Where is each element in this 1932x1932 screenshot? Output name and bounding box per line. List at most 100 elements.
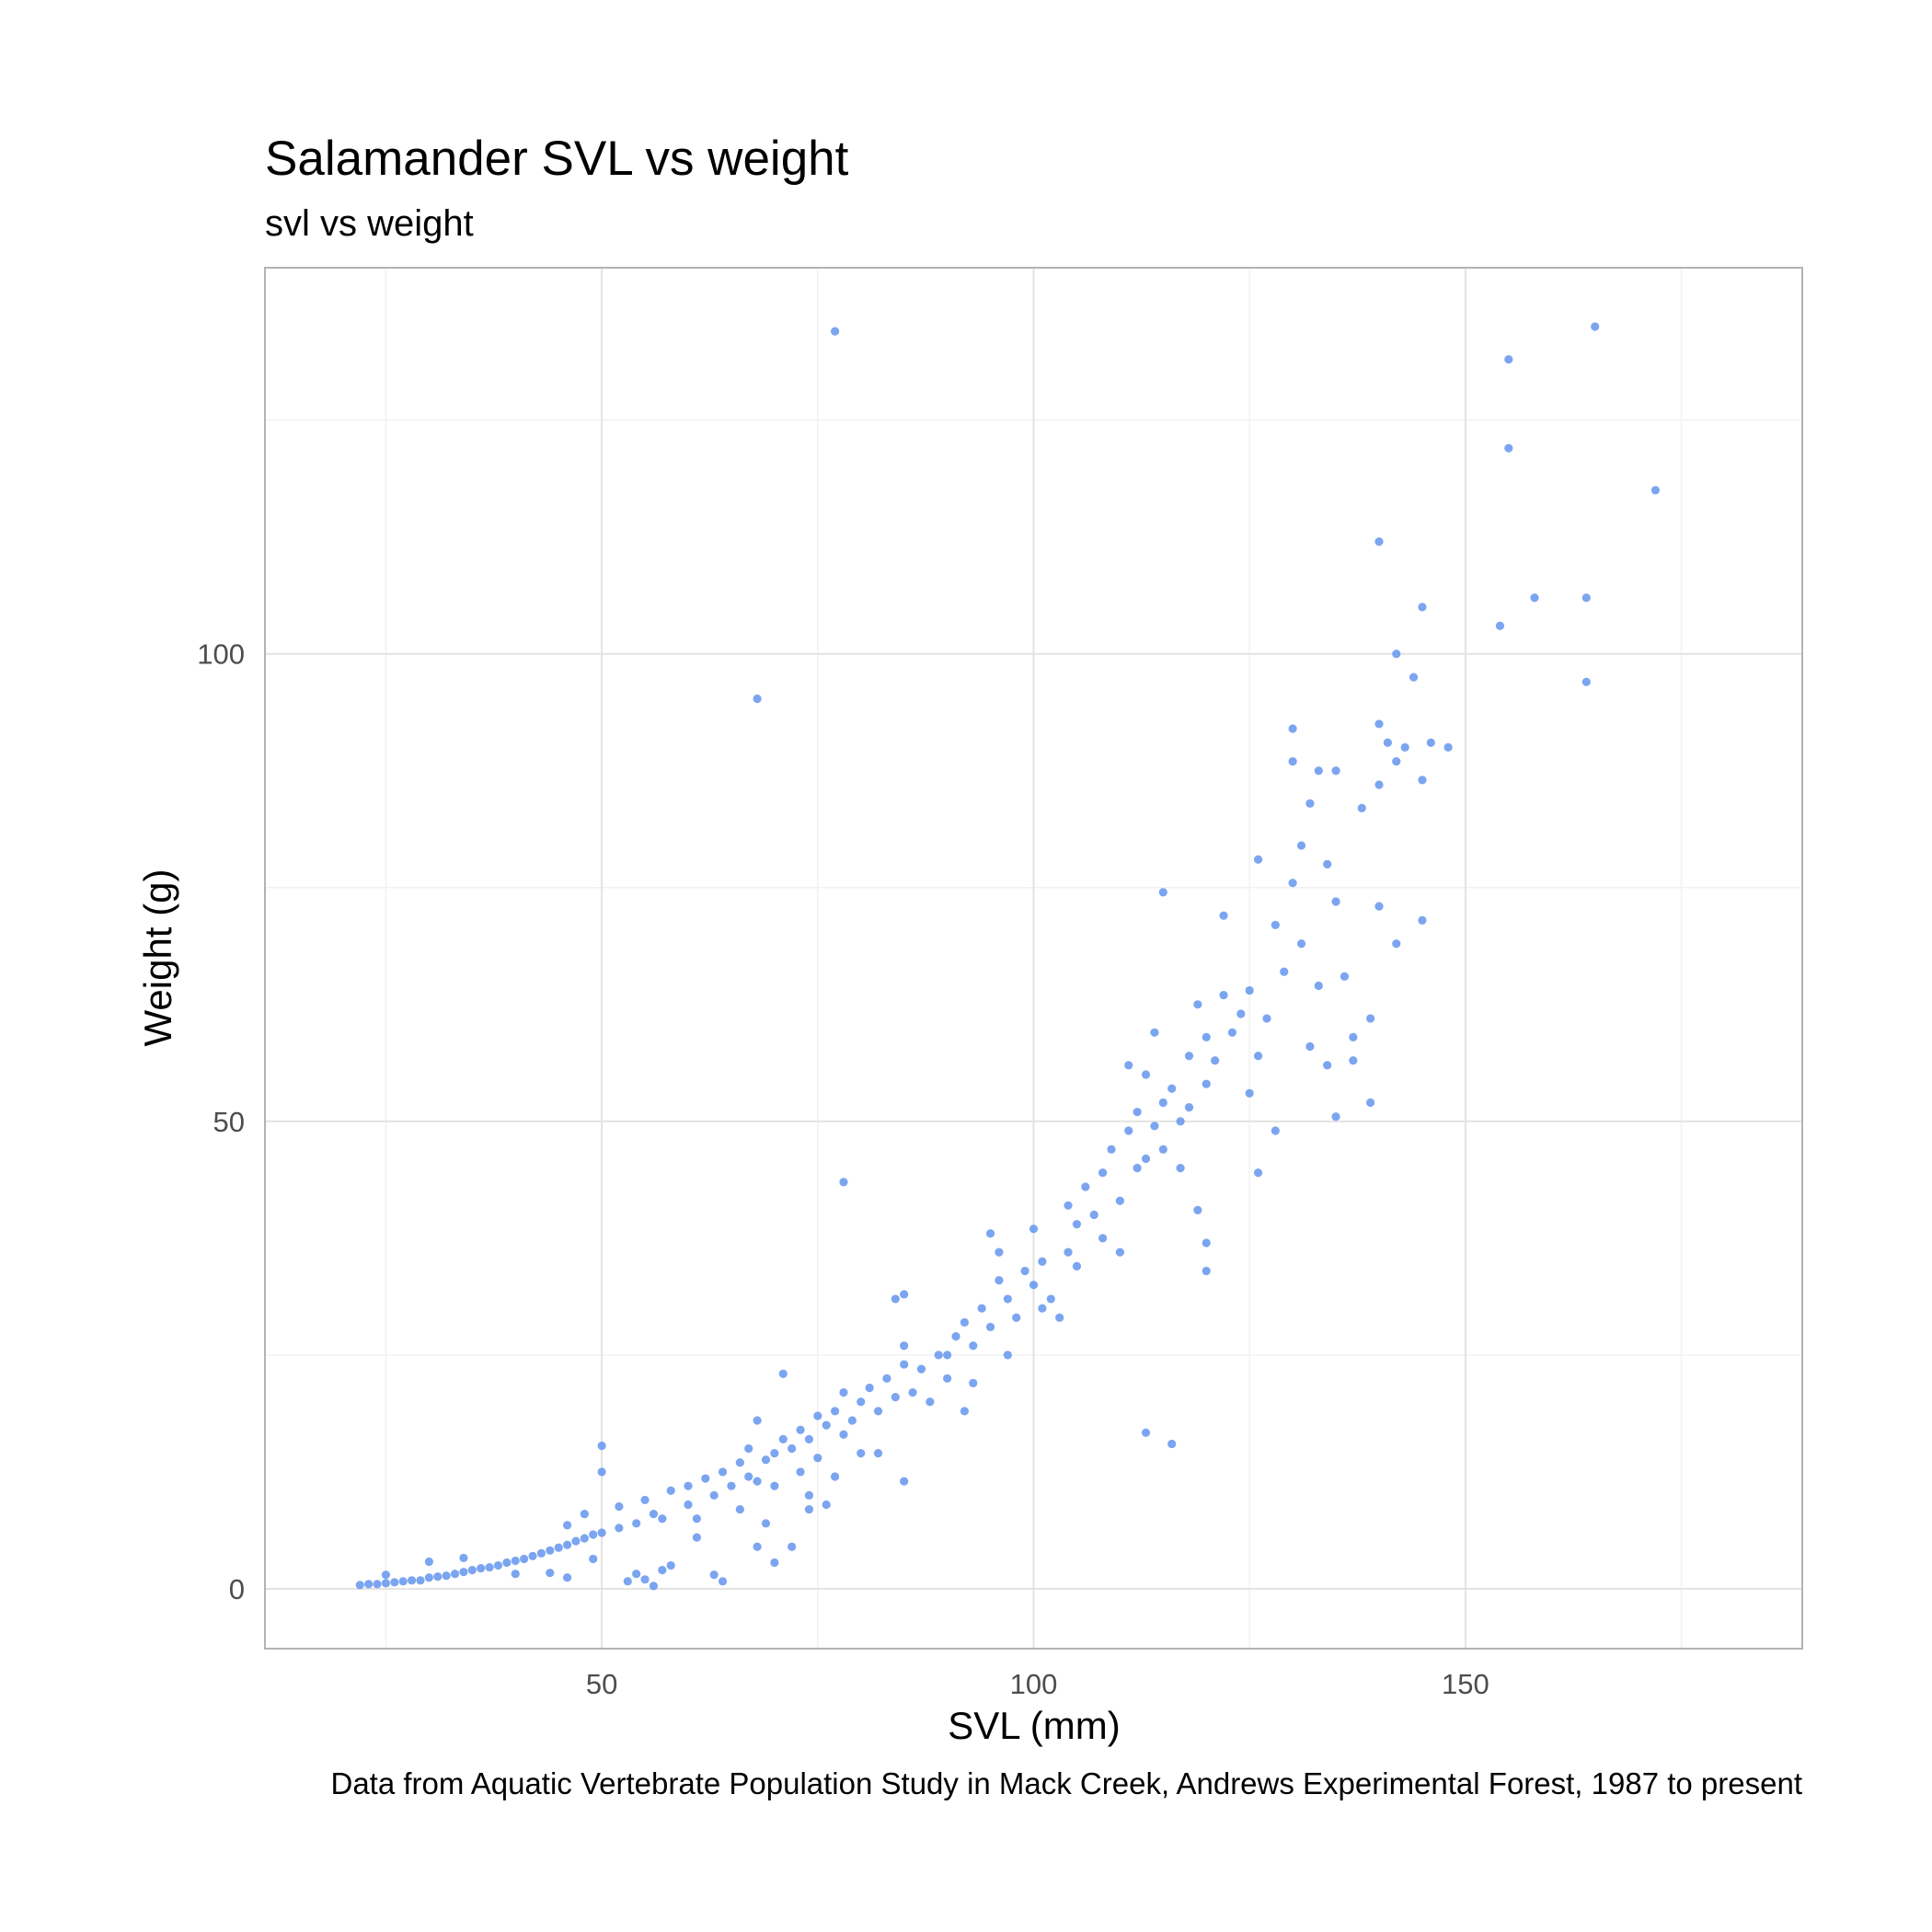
point bbox=[1107, 1144, 1116, 1154]
point bbox=[1581, 677, 1591, 686]
point bbox=[459, 1553, 468, 1563]
point bbox=[1176, 1117, 1185, 1126]
point bbox=[1504, 354, 1513, 364]
point bbox=[623, 1577, 632, 1586]
point bbox=[1581, 593, 1591, 603]
point bbox=[761, 1455, 771, 1465]
point bbox=[528, 1551, 537, 1560]
point bbox=[1150, 1028, 1159, 1037]
point bbox=[1124, 1126, 1133, 1135]
point bbox=[1064, 1201, 1073, 1210]
point bbox=[1098, 1168, 1108, 1178]
point bbox=[709, 1490, 719, 1500]
point bbox=[839, 1387, 848, 1397]
point bbox=[1115, 1196, 1124, 1205]
point bbox=[1089, 1210, 1098, 1220]
point bbox=[753, 694, 762, 704]
point bbox=[597, 1441, 606, 1451]
point bbox=[1003, 1294, 1012, 1304]
point bbox=[373, 1580, 382, 1589]
point bbox=[1029, 1225, 1039, 1234]
point bbox=[1167, 1439, 1177, 1449]
point bbox=[355, 1581, 364, 1590]
point bbox=[804, 1504, 814, 1514]
point bbox=[632, 1519, 641, 1528]
point bbox=[1495, 621, 1505, 630]
point bbox=[753, 1477, 762, 1486]
point bbox=[1124, 1061, 1133, 1070]
point bbox=[830, 1407, 840, 1416]
point bbox=[839, 1430, 848, 1439]
point bbox=[546, 1546, 555, 1555]
y-axis-title: Weight (g) bbox=[136, 869, 179, 1047]
point bbox=[554, 1543, 563, 1552]
point bbox=[1158, 1098, 1167, 1108]
point bbox=[1184, 1102, 1194, 1112]
point bbox=[1245, 1088, 1254, 1098]
point bbox=[589, 1530, 598, 1539]
point bbox=[364, 1580, 374, 1589]
point bbox=[813, 1454, 822, 1463]
point bbox=[822, 1500, 831, 1510]
point bbox=[882, 1374, 891, 1383]
point bbox=[891, 1294, 900, 1304]
point bbox=[1271, 920, 1280, 930]
point bbox=[562, 1573, 572, 1582]
point bbox=[822, 1420, 831, 1430]
point bbox=[1374, 902, 1384, 911]
point bbox=[1081, 1182, 1090, 1191]
point bbox=[847, 1416, 857, 1425]
points bbox=[355, 322, 1661, 1591]
point bbox=[1236, 1009, 1246, 1018]
point bbox=[658, 1566, 667, 1575]
point bbox=[969, 1378, 978, 1387]
point bbox=[778, 1434, 788, 1443]
point bbox=[511, 1556, 520, 1566]
point bbox=[1443, 742, 1453, 752]
point bbox=[658, 1514, 667, 1524]
point bbox=[684, 1500, 693, 1510]
point bbox=[744, 1443, 753, 1454]
x-axis-title: SVL (mm) bbox=[948, 1704, 1120, 1747]
point bbox=[459, 1568, 468, 1577]
point bbox=[770, 1481, 779, 1490]
point bbox=[562, 1540, 572, 1549]
point bbox=[960, 1407, 969, 1416]
point bbox=[1409, 673, 1419, 682]
point bbox=[666, 1560, 675, 1570]
point bbox=[632, 1570, 641, 1579]
point bbox=[1349, 1056, 1358, 1065]
point bbox=[1591, 322, 1600, 331]
x-tick-label: 50 bbox=[586, 1668, 617, 1700]
point bbox=[900, 1290, 909, 1299]
point bbox=[1331, 897, 1340, 906]
point bbox=[1176, 1164, 1185, 1173]
point bbox=[649, 1581, 659, 1591]
point bbox=[467, 1566, 477, 1575]
point bbox=[1314, 766, 1323, 776]
point bbox=[381, 1570, 391, 1580]
point bbox=[692, 1514, 701, 1524]
point bbox=[1072, 1261, 1082, 1271]
point bbox=[390, 1578, 399, 1587]
point bbox=[381, 1579, 391, 1588]
caption: Data from Aquatic Vertebrate Population … bbox=[330, 1766, 1802, 1800]
point bbox=[1158, 888, 1167, 897]
point bbox=[1305, 799, 1315, 808]
y-tick-label: 100 bbox=[197, 638, 245, 671]
point bbox=[778, 1369, 788, 1378]
point bbox=[1392, 650, 1401, 659]
point bbox=[718, 1577, 728, 1586]
point bbox=[1227, 1028, 1237, 1037]
point bbox=[536, 1548, 546, 1558]
point bbox=[1280, 967, 1289, 976]
point bbox=[433, 1572, 443, 1581]
point bbox=[1133, 1108, 1142, 1117]
point bbox=[1331, 1112, 1340, 1121]
point bbox=[1288, 756, 1297, 766]
point bbox=[398, 1577, 408, 1586]
point bbox=[416, 1576, 425, 1585]
point bbox=[753, 1416, 762, 1425]
point bbox=[1202, 1238, 1211, 1248]
point bbox=[1374, 537, 1384, 546]
